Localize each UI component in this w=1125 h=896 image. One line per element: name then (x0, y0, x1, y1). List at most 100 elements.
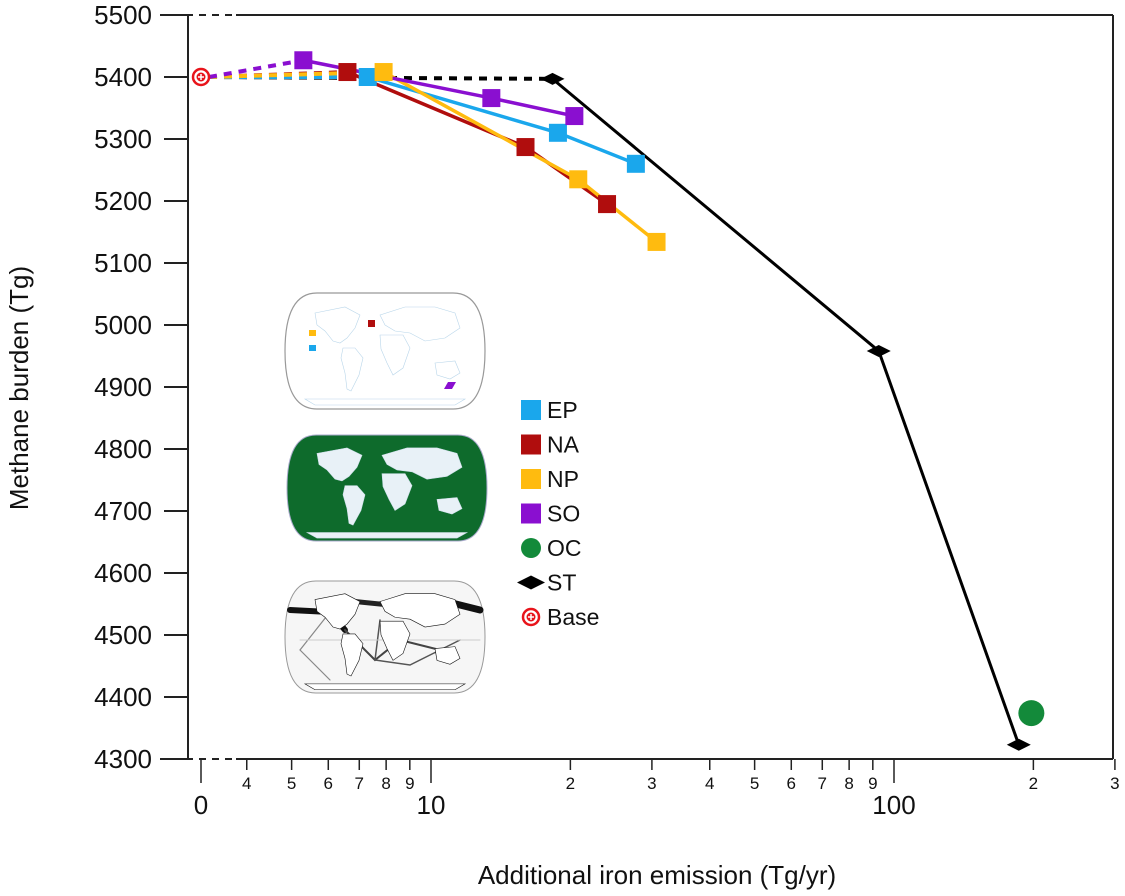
st-line (551, 77, 1021, 746)
ep-marker (626, 154, 645, 173)
x-tick-label-major: 100 (872, 790, 915, 820)
legend-label: ST (547, 570, 576, 596)
y-tick-label: 5100 (94, 248, 152, 278)
y-tick-label: 4500 (94, 620, 152, 650)
x-tick-label-minor: 9 (405, 774, 414, 793)
so-region-box (444, 382, 456, 389)
legend-label: SO (547, 501, 580, 527)
continent (342, 485, 366, 526)
x-tick-label-major: 10 (417, 790, 446, 820)
axes: 4300440045004600470048004900500051005200… (94, 0, 1119, 820)
legend-label: NP (547, 466, 579, 492)
na-marker (338, 63, 357, 82)
np-marker (374, 63, 393, 82)
oc-legend-icon (521, 538, 541, 558)
continent (434, 646, 461, 665)
continent (305, 532, 469, 539)
na-legend-icon (521, 434, 541, 455)
st-marker (866, 345, 891, 358)
legend: EP NA NP SO OC ST Base (517, 397, 599, 630)
x-tick-label-minor: 8 (381, 774, 390, 793)
continent (340, 633, 364, 677)
x-tick-label-minor: 3 (1110, 774, 1119, 793)
inset-maps (284, 292, 488, 694)
legend-label: OC (547, 535, 582, 561)
legend-item-oc: OC (521, 535, 582, 561)
regions-map-outline (284, 292, 486, 410)
x-tick-label-major: 0 (194, 790, 208, 820)
continent (436, 497, 463, 515)
continent (379, 593, 461, 628)
continent (379, 306, 461, 342)
continent (314, 593, 361, 630)
x-tick-label-minor: 6 (324, 774, 333, 793)
continent (316, 447, 363, 482)
legend-label: EP (547, 397, 578, 423)
y-tick-label: 4800 (94, 434, 152, 464)
so-marker (294, 51, 313, 70)
legend-item-na: NA (521, 432, 580, 458)
ep-marker (358, 68, 377, 86)
ep-line (367, 75, 637, 166)
y-tick-label: 5400 (94, 62, 152, 92)
continent (379, 334, 411, 376)
st-marker (1006, 738, 1031, 751)
ep-region-box (309, 345, 316, 351)
so-legend-icon (521, 503, 541, 524)
st-marker (540, 72, 565, 85)
y-tick-label: 4300 (94, 744, 152, 774)
na-marker (516, 138, 535, 157)
base-marker (191, 67, 211, 87)
np-marker (647, 232, 666, 251)
na-marker (598, 195, 617, 214)
x-tick-label-minor: 9 (868, 774, 877, 793)
oc-marker (1018, 700, 1045, 727)
np-legend-icon (521, 469, 541, 489)
legend-item-ep: EP (521, 397, 578, 423)
y-tick-label: 5300 (94, 124, 152, 154)
x-tick-label-minor: 5 (750, 774, 759, 793)
x-tick-label-minor: 6 (787, 774, 796, 793)
continent (379, 620, 411, 661)
na-region-box (368, 320, 375, 327)
x-tick-label-minor: 7 (818, 774, 827, 793)
shipping-route (299, 611, 331, 681)
ep-marker (548, 123, 567, 142)
x-tick-label-minor: 5 (287, 774, 296, 793)
x-tick-label-minor: 2 (1029, 774, 1038, 793)
legend-item-base: Base (521, 604, 599, 630)
y-tick-label: 4600 (94, 558, 152, 588)
st-legend-icon (517, 575, 545, 590)
x-tick-label-minor: 2 (566, 774, 575, 793)
continent (340, 347, 364, 392)
y-tick-label: 5500 (94, 0, 152, 30)
y-axis-title: Methane burden (Tg) (4, 266, 34, 510)
x-axis-title: Additional iron emission (Tg/yr) (478, 860, 836, 890)
legend-item-so: SO (521, 501, 580, 527)
np-marker (569, 170, 588, 189)
ocean-map-land (305, 447, 469, 539)
y-tick-label: 4700 (94, 496, 152, 526)
so-marker (565, 107, 584, 126)
data-series (191, 51, 1045, 751)
y-tick-label: 5200 (94, 186, 152, 216)
so-base-connector (208, 58, 304, 79)
continent (434, 360, 461, 380)
x-tick-label-minor: 3 (647, 774, 656, 793)
y-tick-label: 4400 (94, 682, 152, 712)
shipping-map-land (303, 593, 467, 691)
legend-item-np: NP (521, 466, 579, 492)
np-region-box (309, 330, 316, 336)
x-tick-label-minor: 4 (705, 774, 714, 793)
x-tick-label-minor: 7 (355, 774, 364, 793)
base-legend-icon (521, 607, 541, 627)
legend-label: NA (547, 432, 580, 458)
x-tick-label-minor: 4 (242, 774, 251, 793)
so-marker (482, 89, 501, 108)
regions-map-coastlines (303, 306, 467, 406)
ep-legend-icon (521, 400, 541, 420)
continent (381, 447, 463, 480)
legend-item-st: ST (517, 570, 576, 596)
continent (303, 398, 467, 406)
